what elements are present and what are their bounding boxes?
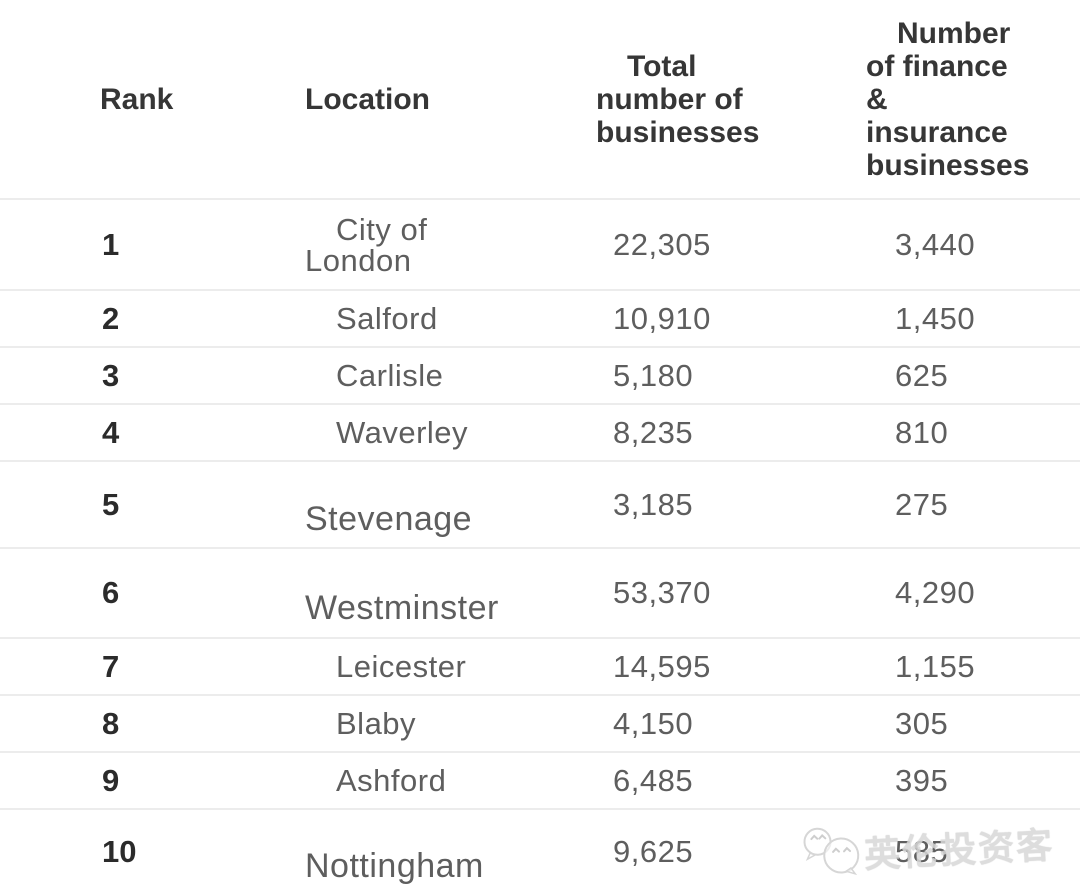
total-cell: 3,185 [613, 486, 694, 522]
total-cell: 22,305 [613, 226, 711, 262]
rank-cell: 7 [102, 648, 120, 684]
total-cell: 6,485 [613, 762, 694, 798]
header-location: Location [305, 82, 430, 116]
rank-cell: 2 [102, 300, 120, 336]
location-cell: Carlisle [336, 358, 444, 393]
table-row: 9 Ashford 6,485 395 [0, 753, 1080, 810]
rank-cell: 8 [102, 705, 120, 741]
total-cell: 53,370 [613, 575, 711, 610]
rank-cell: 3 [102, 357, 120, 393]
rank-cell: 6 [102, 575, 120, 610]
location-cell: Nottingham [305, 847, 484, 885]
table-row: 1 City of London 22,305 3,440 [0, 200, 1080, 291]
header-rank: Rank [100, 82, 174, 116]
location-cell: Salford [336, 301, 438, 336]
table-row: 5 Stevenage 3,185 275 [0, 462, 1080, 549]
location-cell: Stevenage [305, 500, 473, 538]
location-cell: Westminster [305, 588, 499, 627]
total-cell: 4,150 [613, 705, 694, 741]
finance-cell: 275 [895, 486, 949, 522]
location-cell: Blaby [336, 706, 417, 741]
finance-cell: 305 [895, 705, 949, 741]
location-cell: Waverley [336, 415, 469, 450]
table-row: 4 Waverley 8,235 810 [0, 405, 1080, 462]
table-row: 3 Carlisle 5,180 625 [0, 348, 1080, 405]
finance-cell: 1,450 [895, 300, 976, 336]
rank-cell: 10 [102, 833, 137, 869]
rank-cell: 1 [102, 226, 120, 262]
finance-cell: 810 [895, 414, 949, 450]
table-row: 7 Leicester 14,595 1,155 [0, 639, 1080, 696]
finance-cell: 1,155 [895, 648, 976, 684]
finance-cell: 625 [895, 357, 949, 393]
finance-cell: 3,440 [895, 226, 976, 262]
table-row: 10 Nottingham 9,625 585 [0, 810, 1080, 893]
rank-cell: 5 [102, 486, 120, 522]
location-cell: Leicester [336, 649, 467, 684]
finance-cell: 585 [895, 833, 949, 869]
table-header-row: Rank Location Total number of businesses… [0, 0, 1080, 200]
total-cell: 9,625 [613, 833, 694, 869]
total-cell: 14,595 [613, 648, 711, 684]
table-row: 8 Blaby 4,150 305 [0, 696, 1080, 753]
table-row: 6 Westminster 53,370 4,290 [0, 549, 1080, 639]
rank-cell: 9 [102, 762, 120, 798]
table-row: 2 Salford 10,910 1,450 [0, 291, 1080, 348]
finance-cell: 4,290 [895, 575, 976, 610]
total-cell: 5,180 [613, 357, 694, 393]
total-cell: 10,910 [613, 300, 711, 336]
total-cell: 8,235 [613, 414, 694, 450]
finance-cell: 395 [895, 762, 949, 798]
location-cell: City of London [305, 211, 428, 278]
rank-cell: 4 [102, 414, 120, 450]
location-cell: Ashford [336, 763, 447, 798]
header-total-businesses: Total number of businesses [596, 49, 760, 149]
header-finance-businesses: Number of finance & insurance businesses [866, 16, 1030, 182]
